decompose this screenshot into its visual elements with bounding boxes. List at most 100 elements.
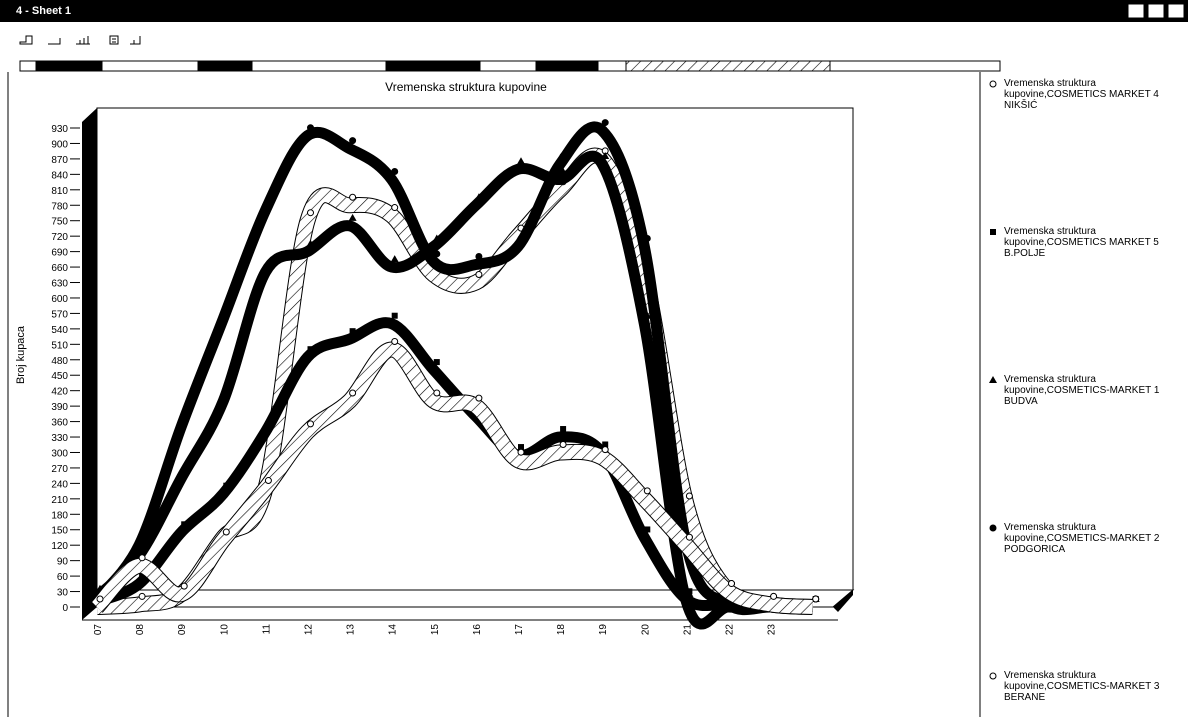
point bbox=[643, 311, 652, 319]
plot-frame bbox=[82, 107, 855, 621]
y-tick-label: 690 bbox=[51, 248, 68, 259]
x-tick-label: 16 bbox=[472, 624, 483, 636]
point bbox=[433, 359, 440, 366]
y-tick-label: 450 bbox=[51, 371, 68, 382]
point bbox=[685, 492, 693, 500]
point bbox=[181, 521, 188, 528]
legend-entry: Vremenska struktura kupovine,COSMETICS-M… bbox=[1004, 522, 1159, 555]
y-tick-label: 210 bbox=[51, 495, 68, 506]
legend-label: Vremenska struktura kupovine,COSMETICS-M… bbox=[1004, 374, 1160, 407]
point bbox=[222, 388, 231, 396]
series-ribbon bbox=[93, 150, 813, 630]
point bbox=[139, 572, 146, 579]
toolbar[interactable] bbox=[19, 35, 1001, 72]
y-tick-label: 930 bbox=[51, 124, 68, 135]
chart-title: Vremenska struktura kupovine bbox=[385, 80, 547, 94]
legend-label: Vremenska struktura kupovine,COSMETICS M… bbox=[1004, 78, 1159, 111]
window-title: 4 - Sheet 1 bbox=[16, 5, 72, 17]
point bbox=[349, 328, 356, 335]
point bbox=[559, 167, 568, 175]
point bbox=[474, 193, 483, 201]
y-tick-label: 390 bbox=[51, 402, 68, 413]
point bbox=[223, 482, 230, 489]
x-tick-label: 21 bbox=[682, 624, 693, 636]
series bbox=[91, 337, 820, 615]
point bbox=[475, 394, 483, 402]
x-tick-label: 17 bbox=[514, 624, 525, 636]
y-tick-label: 600 bbox=[51, 294, 68, 305]
y-tick-label: 780 bbox=[51, 201, 68, 212]
point bbox=[391, 312, 398, 319]
y-tick-label: 630 bbox=[51, 279, 68, 290]
y-tick-label: 720 bbox=[51, 232, 68, 243]
point bbox=[307, 346, 314, 353]
point bbox=[264, 477, 272, 485]
point bbox=[559, 152, 567, 160]
point bbox=[559, 440, 567, 448]
y-tick-label: 420 bbox=[51, 387, 68, 398]
x-tick-label: 12 bbox=[304, 624, 315, 636]
y-tick-label: 300 bbox=[51, 448, 68, 459]
y-tick-label: 570 bbox=[51, 309, 68, 320]
y-tick-label: 810 bbox=[51, 186, 68, 197]
point bbox=[307, 124, 314, 132]
point bbox=[643, 487, 651, 495]
legend-entry: Vremenska struktura kupovine,COSMETICS-M… bbox=[1004, 374, 1160, 407]
point bbox=[989, 524, 997, 532]
point bbox=[433, 389, 441, 397]
point bbox=[644, 526, 651, 533]
point bbox=[475, 252, 483, 260]
x-tick-label: 19 bbox=[598, 624, 609, 636]
x-tick-label: 20 bbox=[640, 624, 651, 636]
legend-entry: Vremenska struktura kupovine,COSMETICS-M… bbox=[1004, 670, 1160, 703]
point bbox=[518, 444, 524, 451]
legend-label: Vremenska struktura kupovine,COSMETICS-M… bbox=[1004, 670, 1160, 703]
x-tick-label: 18 bbox=[556, 624, 567, 636]
point bbox=[264, 198, 272, 206]
legend-entry: Vremenska struktura kupovine,COSMETICS M… bbox=[1004, 78, 1159, 111]
point bbox=[517, 157, 525, 165]
point bbox=[560, 426, 567, 433]
point bbox=[306, 239, 315, 247]
point bbox=[390, 255, 399, 263]
title-bar: 4 - Sheet 1 bbox=[0, 0, 1188, 22]
point bbox=[349, 137, 357, 145]
point bbox=[138, 533, 146, 541]
point bbox=[601, 119, 609, 127]
window-controls[interactable] bbox=[1127, 3, 1185, 19]
point bbox=[96, 595, 104, 603]
point bbox=[391, 204, 399, 212]
y-axis-label: Broj kupaca bbox=[15, 325, 27, 384]
point bbox=[989, 80, 997, 88]
point bbox=[728, 580, 735, 588]
x-tick-label: 23 bbox=[767, 624, 778, 636]
y-tick-label: 360 bbox=[51, 418, 68, 429]
legend-label: Vremenska struktura kupovine,COSMETICS M… bbox=[1004, 226, 1159, 259]
point bbox=[812, 595, 820, 603]
point bbox=[770, 592, 778, 600]
y-tick-label: 0 bbox=[62, 603, 68, 614]
y-tick-label: 60 bbox=[57, 572, 69, 583]
point bbox=[989, 672, 997, 680]
x-tick-label: 11 bbox=[261, 624, 272, 635]
point bbox=[348, 213, 357, 221]
point bbox=[685, 589, 694, 597]
y-tick-label: 660 bbox=[51, 263, 68, 274]
point bbox=[602, 441, 609, 448]
point bbox=[391, 168, 399, 176]
x-tick-label: 22 bbox=[725, 624, 736, 636]
y-tick-label: 270 bbox=[51, 464, 68, 475]
point bbox=[643, 234, 651, 242]
y-tick-label: 120 bbox=[51, 541, 68, 552]
point bbox=[349, 389, 357, 397]
y-tick-label: 510 bbox=[51, 340, 68, 351]
x-tick-label: 13 bbox=[346, 624, 357, 636]
point bbox=[180, 415, 188, 423]
y-tick-label: 330 bbox=[51, 433, 68, 444]
x-tick-label: 08 bbox=[135, 624, 146, 636]
point bbox=[433, 250, 441, 258]
point bbox=[349, 193, 357, 201]
point bbox=[685, 533, 693, 541]
point bbox=[265, 420, 272, 427]
